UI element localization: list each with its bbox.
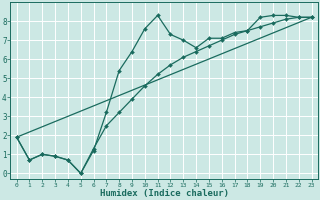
X-axis label: Humidex (Indice chaleur): Humidex (Indice chaleur) [100,189,228,198]
